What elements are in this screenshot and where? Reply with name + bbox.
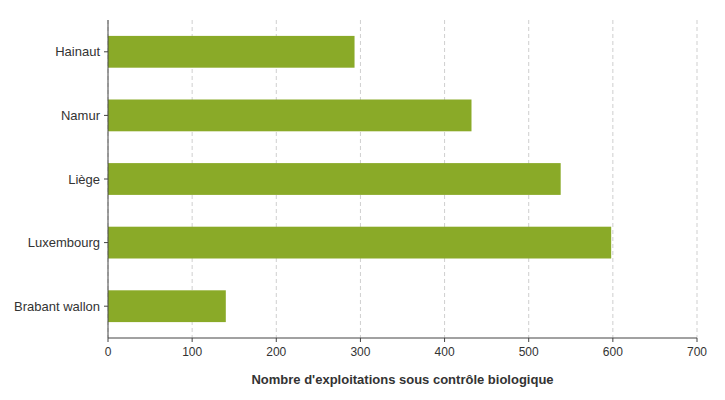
- category-label: Hainaut: [55, 44, 100, 59]
- tick-mark: [192, 338, 193, 342]
- tick-label: 300: [350, 345, 370, 359]
- category-label: Brabant wallon: [14, 299, 100, 314]
- bar: [108, 227, 611, 259]
- axis-label: Nombre d'exploitations sous contrôle bio…: [251, 372, 553, 387]
- tick-mark: [444, 338, 445, 342]
- tick-mark: [360, 338, 361, 342]
- bars: [108, 36, 611, 322]
- tick-label: 100: [182, 345, 202, 359]
- category-tick: [104, 306, 108, 307]
- tick-mark: [528, 338, 529, 342]
- category-label: Liège: [68, 172, 100, 187]
- axis-line-bottom: [108, 338, 697, 339]
- page: {"chart_data": {"type": "bar", "orientat…: [0, 0, 725, 400]
- bar: [108, 290, 226, 322]
- category-tick: [104, 179, 108, 180]
- tick-label: 200: [266, 345, 286, 359]
- bar: [108, 163, 561, 195]
- tick-mark: [108, 338, 109, 342]
- category-tick: [104, 115, 108, 116]
- tick-label: 500: [519, 345, 539, 359]
- tick-label: 400: [435, 345, 455, 359]
- grid-line: [697, 20, 698, 338]
- category-tick: [104, 242, 108, 243]
- grid: [108, 20, 697, 338]
- chart-container: 0 100 200 300 400 500 600 700 Hainaut Namur Liège L…: [0, 0, 725, 400]
- bar: [108, 100, 471, 132]
- tick-mark: [276, 338, 277, 342]
- tick-label: 0: [105, 345, 112, 359]
- tick-mark: [612, 338, 613, 342]
- grid-line: [612, 20, 613, 338]
- tick-label: 600: [603, 345, 623, 359]
- category-label: Namur: [61, 108, 101, 123]
- chart-svg: 0 100 200 300 400 500 600 700 Hainaut Namur Liège L…: [0, 0, 725, 400]
- tick-label: 700: [687, 345, 707, 359]
- bar: [108, 36, 355, 68]
- tick-mark: [697, 338, 698, 342]
- axes: 0 100 200 300 400 500 600 700 Hainaut Namur Liège L…: [14, 20, 707, 359]
- category-label: Luxembourg: [28, 235, 100, 250]
- category-tick: [104, 51, 108, 52]
